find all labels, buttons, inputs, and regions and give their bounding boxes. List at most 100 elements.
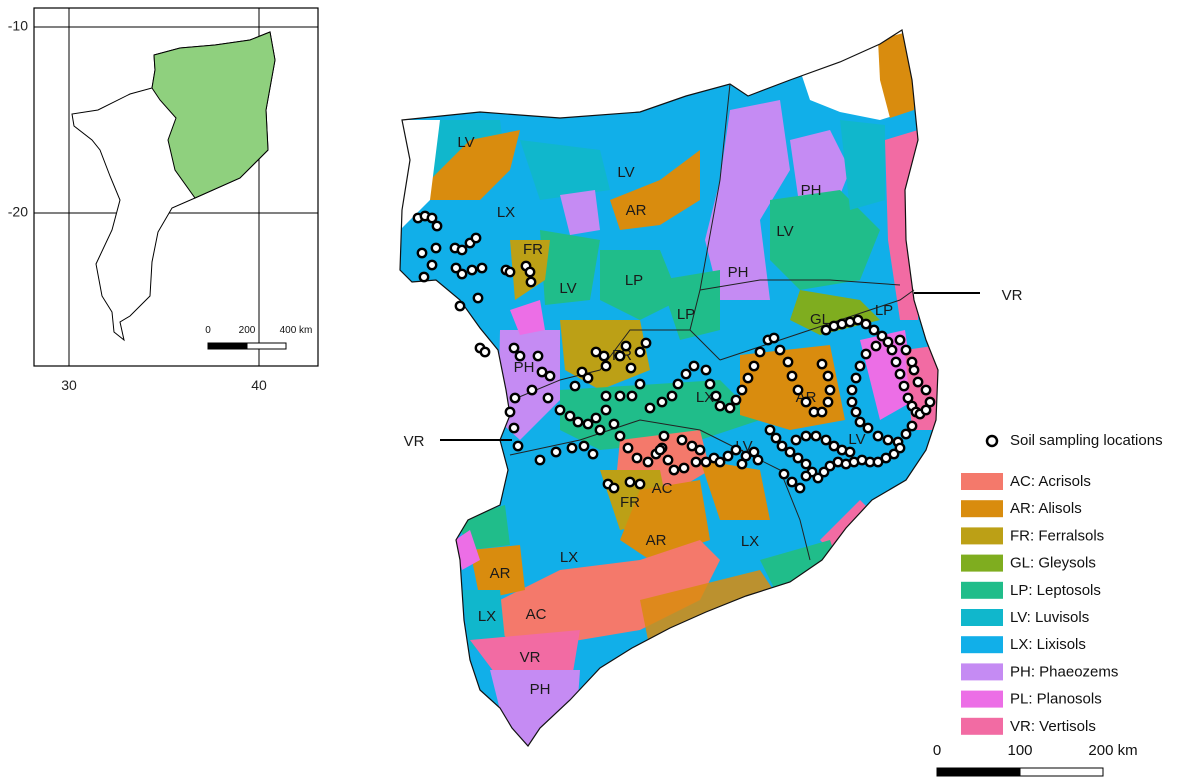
sampling-point <box>740 450 752 462</box>
soil-polygon-ar <box>610 150 700 230</box>
sampling-point <box>868 324 880 336</box>
sampling-point <box>714 456 726 468</box>
sampling-point <box>686 440 698 452</box>
sampling-point <box>764 424 776 436</box>
sampling-point <box>658 430 670 442</box>
sampling-point <box>828 440 840 452</box>
sampling-point <box>710 390 722 402</box>
callout-label: VR <box>404 433 425 450</box>
soil-polygon-lv <box>520 140 610 200</box>
sampling-point <box>722 450 734 462</box>
sampling-point <box>800 430 812 442</box>
soil-label: LX <box>741 533 759 550</box>
sampling-point <box>600 360 612 372</box>
sampling-point <box>544 370 556 382</box>
soil-label: AR <box>626 202 647 219</box>
sampling-point <box>748 360 760 372</box>
sampling-point <box>654 444 666 456</box>
soil-map: LV LX LV AR FR LP LV LP PH LV PH LP GL P… <box>399 29 1023 747</box>
sampling-point <box>608 482 620 494</box>
sampling-point <box>620 340 632 352</box>
sampling-point <box>736 384 748 396</box>
sampling-point <box>786 370 798 382</box>
sampling-point <box>820 324 832 336</box>
sampling-point <box>742 372 754 384</box>
sampling-points <box>412 210 936 494</box>
sampling-point <box>426 259 438 271</box>
sampling-point <box>862 422 874 434</box>
soil-polygon-lp <box>600 250 680 320</box>
sampling-point <box>644 402 656 414</box>
sampling-point <box>594 424 606 436</box>
sampling-point <box>924 396 936 408</box>
soil-label: LV <box>776 223 793 240</box>
sampling-point <box>598 350 610 362</box>
soil-label: LX <box>478 608 496 625</box>
sampling-point <box>678 462 690 474</box>
sampling-point <box>902 392 914 404</box>
sampling-point <box>816 358 828 370</box>
inset-scale-bar: 0 200 400 km <box>205 325 312 350</box>
sampling-point <box>614 390 626 402</box>
soil-polygon-ar <box>430 130 520 200</box>
soil-polygon-pl <box>455 530 480 570</box>
sampling-point <box>532 350 544 362</box>
soil-polygon-ar <box>470 545 525 600</box>
sampling-point <box>906 420 918 432</box>
legend-label-gl: GL: Gleysols <box>1010 555 1096 572</box>
province-boundary <box>699 279 901 291</box>
soil-polygon-ar <box>700 460 770 520</box>
sampling-point <box>431 220 443 232</box>
soil-labels: LV LX LV AR FR LP LV LP PH LV PH LP GL P… <box>457 134 893 698</box>
sampling-point <box>576 366 588 378</box>
legend-points-label: Soil sampling locations <box>1010 432 1163 449</box>
legend-items: AC: Acrisols AR: Alisols FR: Ferralsols GL:… <box>961 473 1118 735</box>
sampling-point <box>700 364 712 376</box>
sampling-point <box>920 384 932 396</box>
sampling-point <box>614 350 626 362</box>
soil-polygon-lv <box>840 120 885 210</box>
soil-polygon-lv <box>462 590 505 650</box>
legend-swatch-fr <box>961 527 1003 545</box>
sampling-point <box>456 244 468 256</box>
sampling-point <box>794 482 806 494</box>
sampling-point <box>454 300 466 312</box>
soil-label: LV <box>617 164 634 181</box>
scale-label: 100 <box>1007 742 1032 759</box>
study-area-highlight <box>151 31 276 199</box>
sampling-point <box>872 430 884 442</box>
sampling-point <box>672 378 684 390</box>
soil-polygon-lp <box>540 230 600 305</box>
sampling-point <box>566 442 578 454</box>
sampling-point <box>774 344 786 356</box>
inset-x-tick: 30 <box>61 377 77 393</box>
inset-map: -10 -20 30 40 0 200 400 km <box>8 7 319 393</box>
sampling-point <box>430 242 442 254</box>
soil-label: GL <box>810 311 830 328</box>
sampling-point <box>534 454 546 466</box>
sampling-point <box>666 390 678 402</box>
soil-label: LP <box>625 272 643 289</box>
sampling-point <box>882 434 894 446</box>
sampling-point <box>852 314 864 326</box>
sampling-point <box>569 380 581 392</box>
sampling-point <box>882 336 894 348</box>
sampling-point <box>634 378 646 390</box>
sampling-point <box>614 430 626 442</box>
inset-y-tick: -20 <box>8 204 28 220</box>
sampling-point <box>590 412 602 424</box>
legend-swatch-lv <box>961 609 1003 626</box>
sampling-point <box>724 402 736 414</box>
callout-label: VR <box>1002 287 1023 304</box>
sampling-point <box>525 276 537 288</box>
sampling-point <box>860 318 872 330</box>
sampling-point <box>704 378 716 390</box>
sampling-point <box>854 360 866 372</box>
sampling-point <box>550 446 562 458</box>
sampling-point <box>578 440 590 452</box>
soil-label: LP <box>875 302 893 319</box>
soil-polygon-lp <box>660 270 720 340</box>
sampling-point <box>822 370 834 382</box>
sampling-point <box>676 434 688 446</box>
legend-swatch-gl <box>961 554 1003 572</box>
